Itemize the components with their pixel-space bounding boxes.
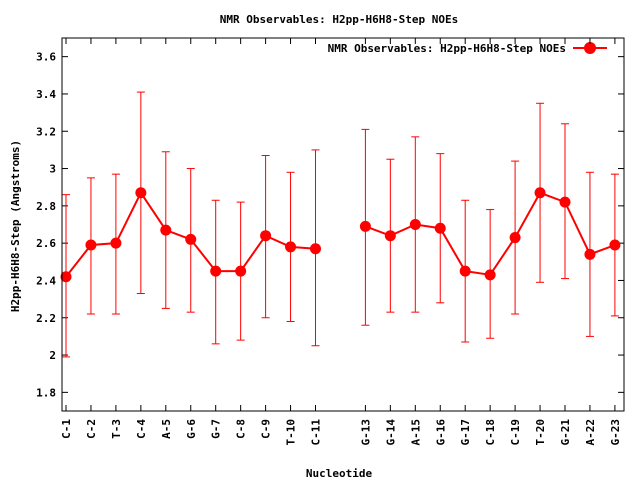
data-point: [235, 265, 247, 277]
x-tick-label: G-17: [459, 419, 472, 446]
data-point: [285, 241, 297, 253]
data-point: [359, 220, 371, 232]
x-tick-label: A-15: [409, 419, 422, 446]
x-tick-label: C-8: [235, 419, 248, 439]
data-point: [60, 271, 72, 283]
x-tick-label: C-18: [484, 419, 497, 446]
x-tick-label: T-20: [534, 419, 547, 446]
x-tick-label: C-1: [60, 419, 73, 439]
data-point: [609, 239, 621, 251]
x-tick-label: G-6: [185, 419, 198, 439]
data-point: [210, 265, 222, 277]
y-tick-label: 1.8: [36, 386, 56, 399]
x-tick-label: G-7: [210, 419, 223, 439]
x-tick-label: C-19: [509, 419, 522, 446]
data-point: [559, 196, 571, 208]
y-tick-label: 2.2: [36, 312, 56, 325]
x-tick-label: C-4: [135, 419, 148, 439]
legend-marker-swatch: [584, 42, 596, 54]
data-point: [185, 233, 197, 245]
y-tick-label: 3.4: [36, 88, 56, 101]
y-tick-label: 3.2: [36, 125, 56, 138]
x-tick-label: A-5: [160, 419, 173, 439]
x-tick-label: C-2: [85, 419, 98, 439]
legend-label: NMR Observables: H2pp-H6H8-Step NOEs: [328, 42, 566, 55]
x-tick-label: G-14: [384, 419, 397, 446]
data-point: [310, 243, 321, 255]
y-tick-label: 2: [49, 349, 56, 362]
y-axis-label: H2pp-H6H8-Step (Angstroms): [9, 140, 22, 312]
x-tick-label: G-21: [559, 419, 572, 446]
x-tick-label: G-16: [434, 419, 447, 446]
data-point: [135, 187, 147, 199]
x-tick-label: G-13: [359, 419, 372, 446]
x-axis-label: Nucleotide: [306, 467, 373, 480]
y-tick-label: 2.8: [36, 200, 56, 213]
data-point: [110, 237, 122, 249]
legend: NMR Observables: H2pp-H6H8-Step NOEs: [328, 42, 607, 55]
y-tick-label: 3.6: [36, 51, 56, 64]
x-tick-label: C-11: [310, 419, 323, 446]
x-tick-label: T-3: [110, 419, 123, 439]
x-tick-label: G-23: [609, 419, 622, 446]
plot-frame: [61, 37, 625, 412]
data-point: [534, 187, 546, 199]
data-point: [584, 248, 596, 260]
x-tick-label: C-9: [260, 419, 273, 439]
data-point: [260, 230, 272, 242]
data-point: [384, 230, 396, 242]
x-tick-label: T-10: [285, 419, 298, 446]
data-point: [434, 222, 446, 234]
x-tick-label: A-22: [584, 419, 597, 446]
data-point: [409, 219, 421, 230]
chart-title: NMR Observables: H2pp-H6H8-Step NOEs: [220, 13, 458, 26]
data-point: [509, 232, 521, 244]
data-point: [85, 239, 97, 251]
data-point: [484, 269, 496, 281]
y-tick-label: 2.6: [36, 237, 56, 250]
data-point: [459, 265, 471, 277]
data-point: [160, 224, 172, 236]
y-tick-label: 2.4: [36, 274, 56, 287]
y-tick-label: 3: [49, 163, 56, 176]
